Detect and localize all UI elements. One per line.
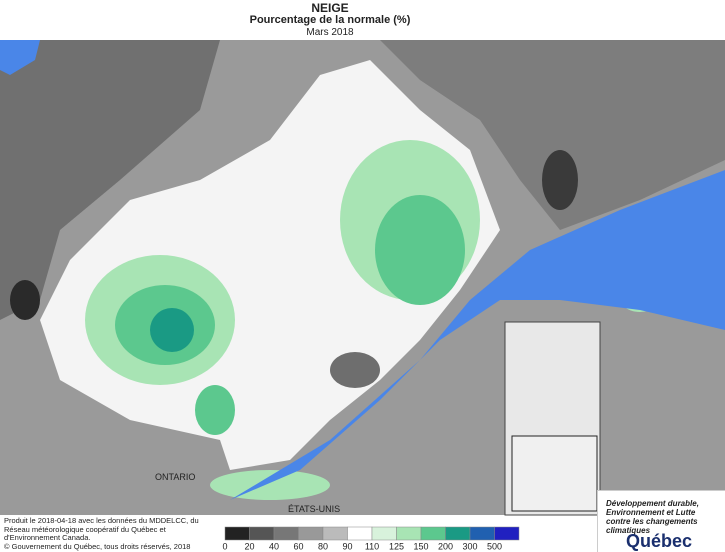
legend-label: 60 bbox=[293, 541, 303, 551]
legend-swatch bbox=[298, 526, 324, 541]
legend-swatch bbox=[469, 526, 495, 541]
lake bbox=[0, 40, 40, 75]
legend-swatch bbox=[494, 526, 520, 541]
legend-swatch bbox=[396, 526, 422, 541]
dark-zone bbox=[10, 280, 40, 320]
legend-label: 20 bbox=[244, 541, 254, 551]
legend-swatch bbox=[445, 526, 471, 541]
legend-swatch bbox=[224, 526, 250, 541]
green-zone bbox=[150, 308, 194, 352]
river bbox=[230, 170, 725, 500]
grey-zone bbox=[330, 352, 380, 388]
legend-label: 110 bbox=[365, 541, 379, 551]
government-name: Québec bbox=[626, 531, 693, 551]
legend-swatch bbox=[322, 526, 348, 541]
title: NEIGE bbox=[311, 1, 349, 15]
legend-label: 150 bbox=[413, 541, 428, 551]
legend-label: 80 bbox=[318, 541, 328, 551]
legend-swatch bbox=[249, 526, 275, 541]
legend-swatch bbox=[371, 526, 397, 541]
legend-label: 90 bbox=[342, 541, 352, 551]
green-zone bbox=[210, 470, 330, 500]
logo: Développement durable, Environnement et … bbox=[597, 490, 725, 552]
period: Mars 2018 bbox=[306, 27, 354, 38]
grey-zone bbox=[380, 40, 725, 230]
legend-label: 125 bbox=[389, 541, 404, 551]
green-zone bbox=[195, 385, 235, 435]
green-zone bbox=[375, 195, 465, 305]
inset-frame bbox=[511, 435, 598, 512]
legend-swatch bbox=[273, 526, 299, 541]
legend: 0 20 40 60 80 90 110 125 150 200 300 500 bbox=[222, 526, 520, 551]
legend-label: 0 bbox=[222, 541, 227, 551]
legend-swatch bbox=[420, 526, 446, 541]
grey-zone bbox=[0, 40, 220, 320]
ministry-name: Développement durable, Environnement et … bbox=[606, 499, 699, 535]
credits: Produit le 2018-04-18 avec les données d… bbox=[4, 516, 199, 542]
region-label: ÉTATS-UNIS bbox=[288, 504, 340, 514]
legend-label: 300 bbox=[462, 541, 477, 551]
subtitle: Pourcentage de la normale (%) bbox=[249, 14, 411, 26]
legend-label: 40 bbox=[269, 541, 279, 551]
legend-label: 500 bbox=[487, 541, 502, 551]
region-label: ONTARIO bbox=[155, 472, 195, 482]
legend-label: 200 bbox=[438, 541, 453, 551]
legend-swatch bbox=[347, 526, 373, 541]
dark-zone bbox=[542, 150, 578, 210]
copyright: © Gouvernement du Québec, tous droits ré… bbox=[4, 542, 191, 551]
